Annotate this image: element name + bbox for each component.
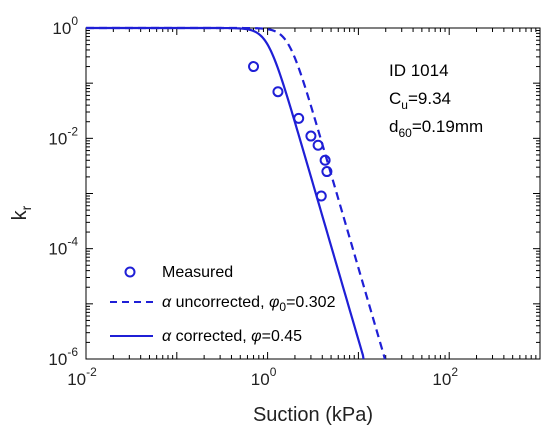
legend-label-corrected: α corrected, φ=0.45: [162, 328, 302, 345]
measured-point: [248, 61, 260, 73]
annotation-block: ID 1014 Cu=9.34 d60=0.19mm: [389, 61, 483, 140]
x-tick-label: 100: [251, 365, 277, 389]
y-axis-title-main: k: [9, 209, 31, 220]
legend-label-uncorrected: α uncorrected, φ0=0.302: [162, 294, 336, 314]
measured-point: [305, 130, 317, 142]
x-tick-label: 102: [432, 365, 458, 389]
measured-point: [315, 190, 327, 202]
measured-point: [319, 154, 331, 166]
plot-area: [85, 27, 541, 360]
y-tick-label: 10-2: [48, 124, 78, 148]
y-tick-labels: 10-6 10-4 10-2 100: [48, 14, 78, 369]
annotation-id: ID 1014: [389, 61, 449, 80]
measured-point: [272, 86, 284, 98]
y-tick-label: 100: [52, 14, 78, 38]
legend-marker-measured: [124, 266, 136, 278]
y-axis-title: kr: [9, 205, 34, 220]
measured-point: [321, 166, 333, 178]
x-tick-label: 10-2: [67, 365, 97, 389]
y-tick-label: 10-4: [48, 235, 78, 259]
measured-point: [312, 139, 324, 151]
tick-marks: [85, 28, 540, 360]
annotation-cu: Cu=9.34: [389, 89, 451, 112]
y-tick-label: 10-6: [48, 345, 78, 369]
y-axis-title-sub: r: [18, 205, 34, 210]
legend-label-measured: Measured: [162, 264, 233, 281]
x-tick-labels: 10-2 100 102: [67, 365, 458, 389]
measured-point: [293, 112, 305, 124]
x-axis-title: Suction (kPa): [253, 404, 373, 426]
legend: Measured α uncorrected, φ0=0.302 α corre…: [110, 264, 336, 345]
annotation-d60: d60=0.19mm: [389, 117, 483, 140]
measured-markers: [248, 61, 333, 202]
